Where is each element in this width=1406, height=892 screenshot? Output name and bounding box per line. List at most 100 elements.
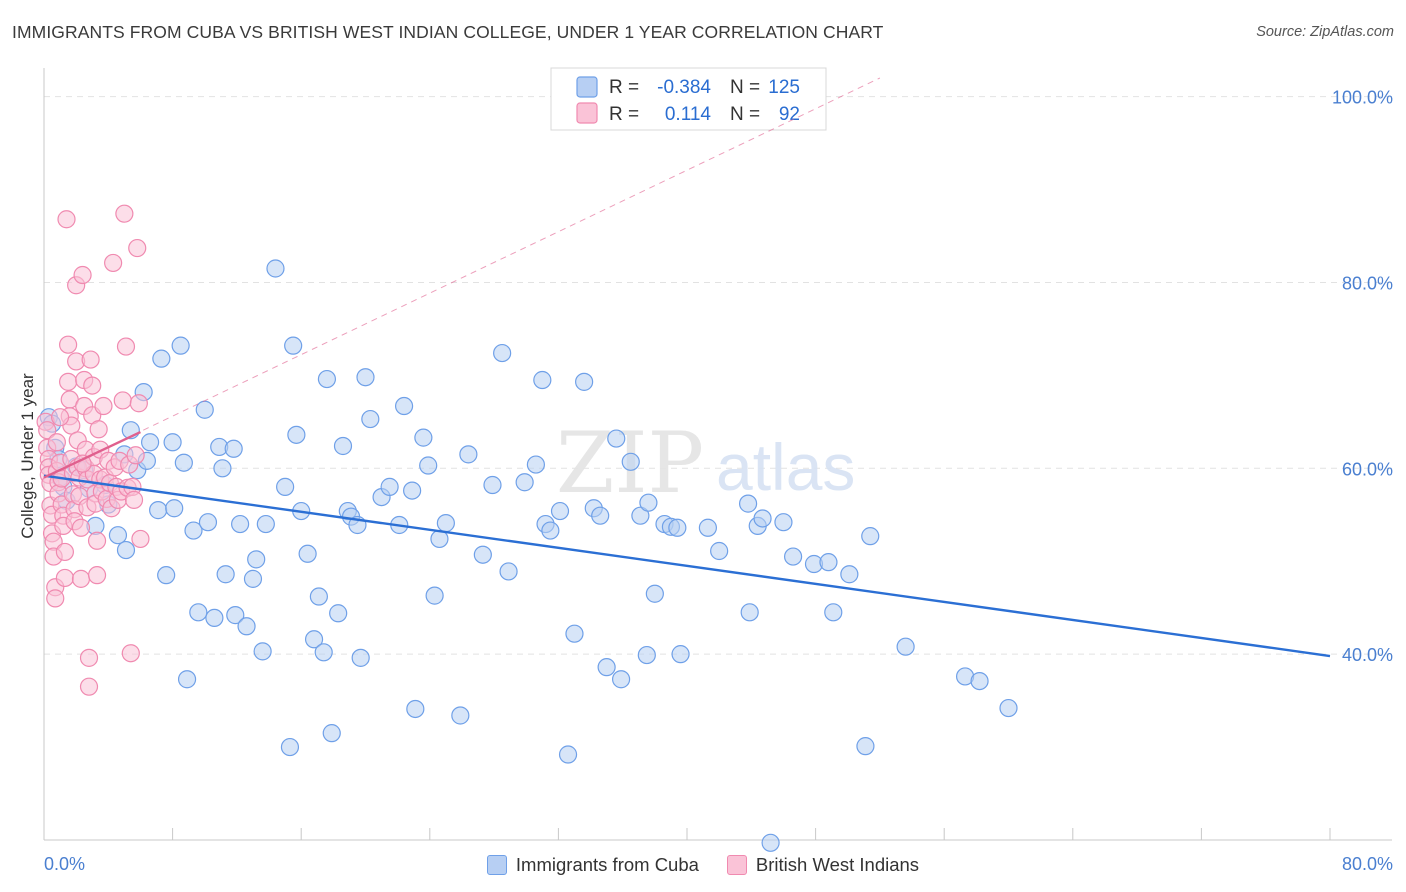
point-s0-90 <box>575 372 594 391</box>
legend-item-cuba[interactable]: Immigrants from Cuba <box>486 854 699 876</box>
data-points <box>36 204 1018 852</box>
point-s0-84 <box>533 370 552 390</box>
y-tick-label-2: 80.0% <box>1342 273 1393 293</box>
point-s0-49 <box>287 425 306 444</box>
point-s0-38 <box>226 606 245 625</box>
point-s1-26 <box>59 335 78 354</box>
point-s1-51 <box>79 648 99 667</box>
point-s1-86 <box>126 446 145 465</box>
point-s1-14 <box>47 433 66 452</box>
point-s0-40 <box>237 617 256 636</box>
y-tick-label-3: 100.0% <box>1332 88 1393 108</box>
point-s1-25 <box>57 210 76 229</box>
point-s0-122 <box>970 671 989 691</box>
x-tick-label-1: 80.0% <box>1342 854 1393 874</box>
legend-n-value-cuba: 125 <box>768 77 800 98</box>
point-s1-87 <box>128 238 147 258</box>
point-s0-111 <box>761 833 780 852</box>
legend-n-label-bwi: N = <box>730 104 760 125</box>
point-s0-82 <box>515 473 534 492</box>
point-s0-87 <box>550 501 570 521</box>
point-s1-66 <box>94 396 113 416</box>
tick-labels: 40.0% 60.0% 80.0% 100.0% 0.0% 80.0% <box>44 88 1393 874</box>
point-s0-31 <box>195 400 214 419</box>
point-s1-42 <box>71 518 91 537</box>
point-s0-43 <box>253 642 272 661</box>
trend-extension-s1 <box>43 77 881 479</box>
point-s0-64 <box>361 409 380 429</box>
point-s0-45 <box>266 259 285 278</box>
point-s1-43 <box>71 569 91 588</box>
point-s0-68 <box>394 396 414 416</box>
point-s1-13 <box>46 589 65 608</box>
point-s0-117 <box>840 565 859 584</box>
point-s0-96 <box>621 452 640 471</box>
point-s1-90 <box>50 408 70 427</box>
point-s1-24 <box>55 568 74 588</box>
point-s0-110 <box>753 509 772 528</box>
point-s0-89 <box>565 624 584 643</box>
point-s1-54 <box>83 376 102 395</box>
point-s1-53 <box>81 350 100 369</box>
point-s1-60 <box>87 531 107 550</box>
point-s0-24 <box>163 433 182 452</box>
y-axis-label: College, Under 1 year <box>18 373 37 539</box>
point-s0-44 <box>256 514 275 534</box>
point-s0-106 <box>710 541 729 561</box>
legend-item-bwi[interactable]: British West Indians <box>726 854 920 876</box>
point-s0-52 <box>304 630 324 649</box>
point-s1-72 <box>104 253 123 273</box>
point-s0-47 <box>280 737 300 757</box>
point-s0-29 <box>184 521 203 540</box>
point-s0-37 <box>224 439 243 458</box>
point-s0-33 <box>205 608 224 628</box>
point-s0-108 <box>740 603 759 622</box>
point-s1-89 <box>131 529 150 549</box>
point-s0-113 <box>783 547 803 566</box>
point-s0-120 <box>896 637 915 656</box>
point-s0-105 <box>698 518 717 537</box>
point-s0-48 <box>284 336 303 355</box>
point-s0-55 <box>317 369 337 389</box>
point-s0-100 <box>645 584 664 603</box>
point-s0-73 <box>425 586 444 605</box>
point-s0-57 <box>329 604 348 623</box>
point-s1-27 <box>59 372 78 391</box>
point-s0-51 <box>298 544 317 563</box>
point-s1-83 <box>121 644 140 663</box>
point-s0-41 <box>243 569 263 588</box>
point-s0-25 <box>165 499 184 518</box>
legend-label-bwi: British West Indians <box>755 854 920 875</box>
point-s0-54 <box>314 643 333 662</box>
point-s0-46 <box>276 477 295 496</box>
point-s0-28 <box>177 670 197 689</box>
point-s0-22 <box>152 349 171 368</box>
watermark: ZIP atlas <box>556 414 855 512</box>
series-1-points <box>36 204 150 696</box>
point-s0-98 <box>637 645 656 665</box>
point-s1-85 <box>124 490 144 509</box>
point-s0-83 <box>526 455 545 474</box>
point-s0-119 <box>861 527 880 546</box>
point-s0-53 <box>309 587 328 606</box>
point-s1-1 <box>38 421 57 440</box>
point-s0-35 <box>213 459 232 478</box>
point-s0-116 <box>824 603 843 622</box>
legend-label-cuba: Immigrants from Cuba <box>515 854 699 875</box>
point-s0-69 <box>403 481 422 500</box>
point-s0-63 <box>356 368 375 387</box>
point-s1-80 <box>116 337 136 356</box>
point-s0-42 <box>247 550 266 569</box>
point-s0-88 <box>558 745 578 764</box>
point-s1-52 <box>79 677 99 696</box>
legend-swatch-bwi-bottom <box>726 855 747 875</box>
point-s0-15 <box>116 540 136 560</box>
legend-swatch-cuba-bottom <box>486 855 507 875</box>
point-s0-21 <box>149 501 168 520</box>
point-s0-81 <box>499 562 518 581</box>
legend-swatch-cuba <box>576 76 598 98</box>
y-tick-label-0: 40.0% <box>1342 645 1393 665</box>
chart-title: IMMIGRANTS FROM CUBA VS BRITISH WEST IND… <box>12 22 884 42</box>
point-s0-118 <box>856 737 875 756</box>
